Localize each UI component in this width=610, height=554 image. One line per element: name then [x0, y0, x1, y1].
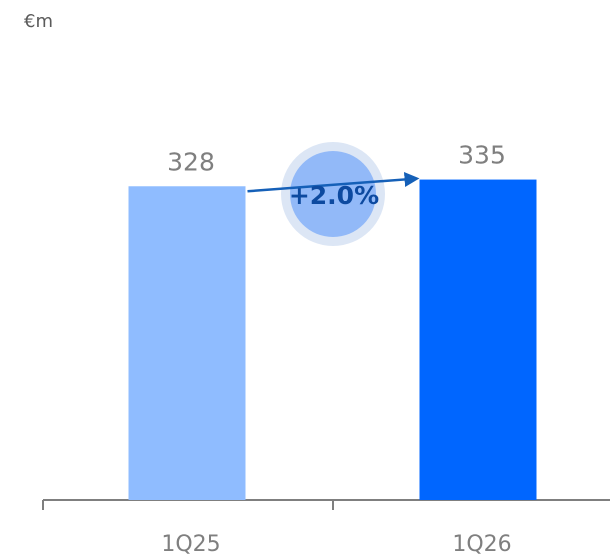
change-arrow [247, 171, 420, 193]
category-label: 1Q26 [452, 532, 511, 554]
change-badge [290, 151, 376, 237]
category-label: 1Q25 [161, 532, 220, 554]
value-label: 335 [458, 141, 506, 170]
unit-label: €m [24, 11, 53, 32]
bar-1q25 [128, 186, 246, 500]
bar-1q26 [419, 179, 537, 500]
value-label: 328 [167, 147, 215, 176]
change-label: +2.0% [289, 181, 379, 210]
